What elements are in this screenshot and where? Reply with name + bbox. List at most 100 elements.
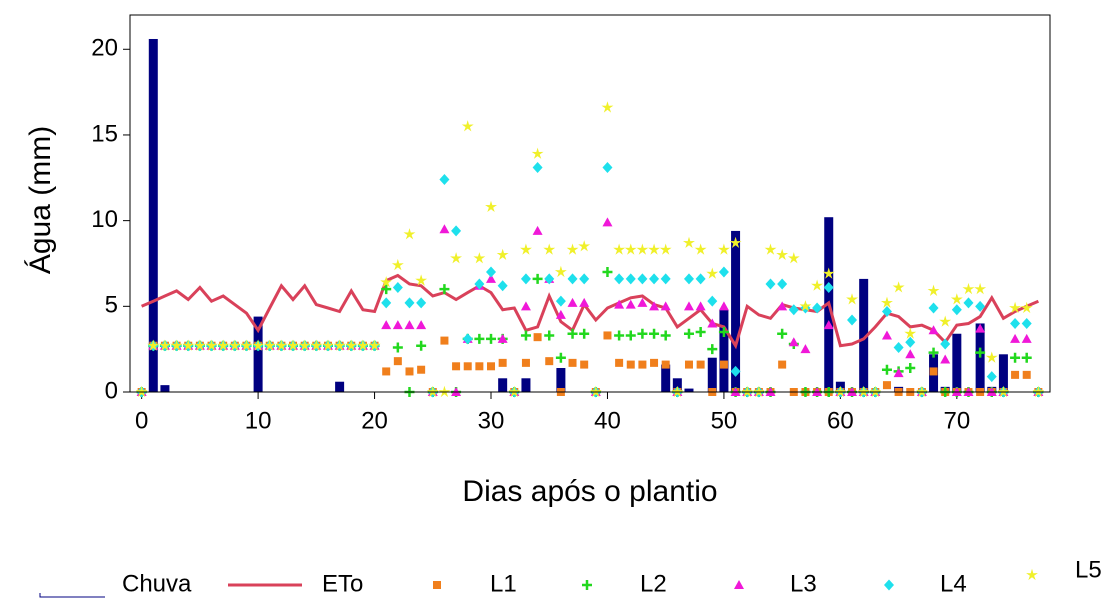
point [474,278,485,290]
point [496,248,509,260]
point [696,360,705,369]
point [439,224,450,234]
point [975,323,986,333]
point [777,328,788,339]
point [333,339,346,351]
legend-label: L1 [490,570,517,597]
point [764,243,777,255]
point [799,300,812,312]
point [602,267,613,278]
point [822,267,835,279]
point [625,330,636,341]
point [228,339,241,351]
point [543,243,556,255]
point [684,360,693,369]
point [707,344,718,355]
point [205,339,218,351]
point [275,339,288,351]
point [882,381,891,390]
point [707,318,718,328]
bar [148,38,158,393]
point [487,362,496,371]
point [695,273,706,285]
x-tick-label: 50 [711,407,738,434]
point [532,162,543,174]
point [159,339,171,351]
point [392,320,403,330]
point [416,320,427,330]
point [660,330,671,341]
point [857,385,870,398]
bar [160,385,170,392]
bar [975,323,985,392]
y-tick-label: 10 [91,206,118,233]
point [626,360,635,369]
point [485,200,497,212]
point [614,330,625,341]
point [474,333,485,344]
point [893,368,904,378]
point [135,385,148,398]
point [520,301,531,311]
point [508,385,521,398]
point [498,358,507,367]
point [940,354,951,364]
point [928,347,939,358]
point [1010,333,1021,343]
legend-swatch [1026,568,1038,581]
point [659,243,672,255]
point [601,101,614,113]
x-tick-label: 0 [135,407,148,434]
point [405,367,414,376]
legend-label: L3 [790,570,817,597]
point [778,360,787,369]
point [893,341,904,353]
point [1009,301,1021,314]
point [567,273,578,285]
y-tick-label: 0 [105,377,118,404]
point [1022,370,1031,379]
point [811,279,823,291]
point [497,280,508,292]
point [603,331,612,340]
point [520,243,532,255]
point [486,266,497,278]
point [625,273,636,285]
point [649,301,660,311]
point [660,301,671,311]
point [392,281,403,293]
point [812,302,823,314]
bar [952,333,962,392]
point [404,320,415,330]
point [881,364,892,375]
x-tick-label: 10 [245,407,272,434]
point [729,236,742,248]
y-tick-label: 20 [91,35,118,62]
point [520,330,531,341]
point [579,297,590,307]
point [962,282,975,295]
point [475,362,484,371]
bar [719,309,729,392]
point [695,327,706,338]
point [683,328,694,339]
point [463,362,472,371]
point [950,293,963,305]
point [381,297,392,309]
point [869,385,882,398]
line [141,273,1039,350]
point [637,273,648,285]
point [997,385,1010,398]
point [1010,317,1021,329]
point [533,333,542,342]
point [625,299,636,309]
point [787,252,800,264]
point [823,281,834,293]
point [1020,301,1033,314]
x-tick-label: 60 [827,407,854,434]
point [718,243,730,255]
point [707,295,718,307]
point [951,304,962,316]
x-tick-label: 30 [478,407,505,434]
